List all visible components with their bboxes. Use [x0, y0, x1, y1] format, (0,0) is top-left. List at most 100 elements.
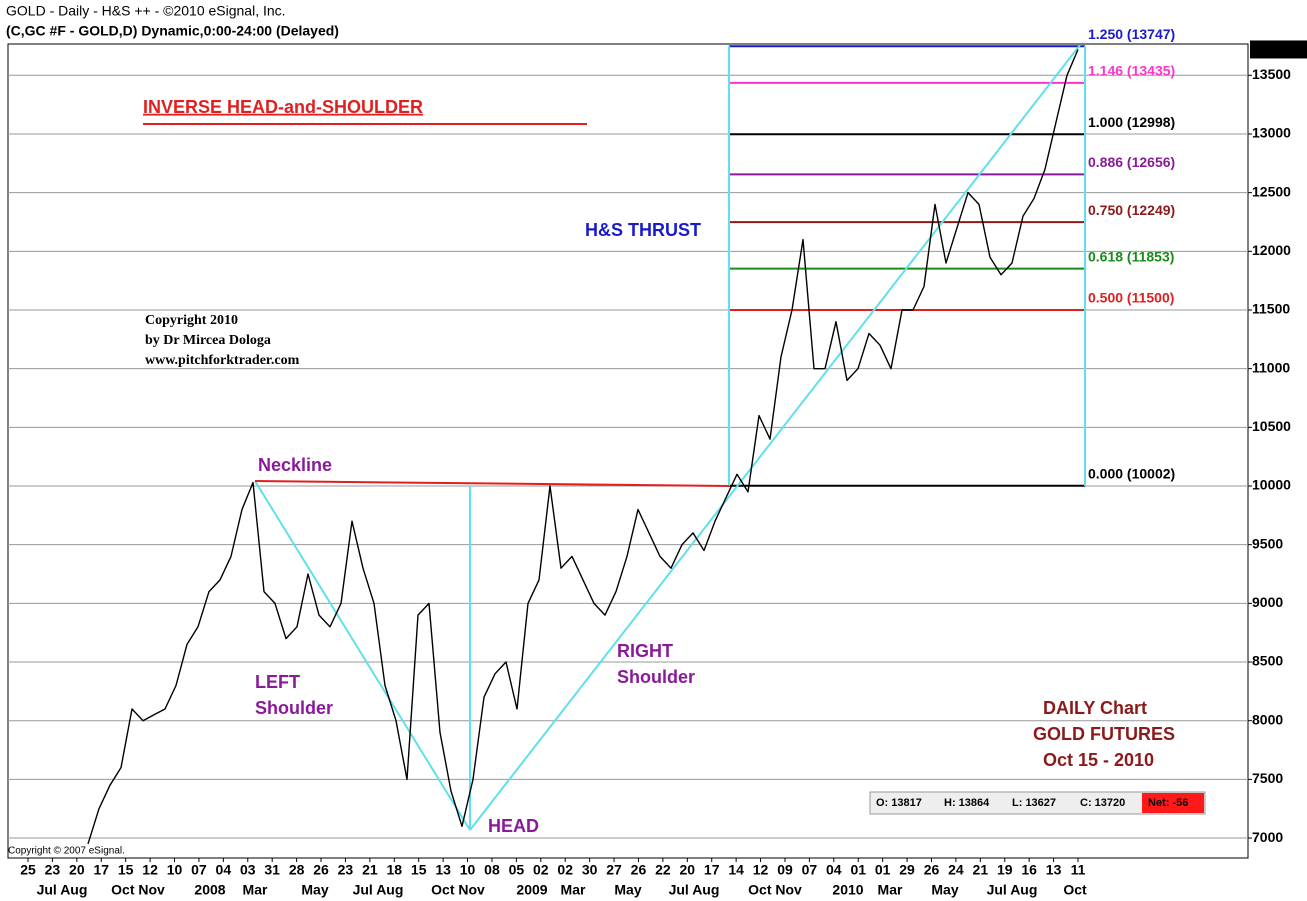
net-box	[1142, 793, 1204, 813]
trendlines	[254, 44, 1086, 831]
neckline	[254, 480, 730, 487]
ohlc: Net: -56	[1148, 797, 1188, 809]
x-tick-label: 26	[313, 862, 329, 878]
y-tick-label: 12500	[1252, 183, 1291, 199]
annotation: Shoulder	[617, 667, 695, 687]
annotation: DAILY Chart	[1043, 698, 1147, 718]
x-tick-label: 01	[875, 862, 891, 878]
x-tick-label: 07	[802, 862, 818, 878]
x-month-label: Jul Aug	[669, 882, 720, 898]
chart-subtitle: (C,GC #F - GOLD,D) Dynamic,0:00-24:00 (D…	[6, 23, 339, 39]
y-tick-label: 8500	[1252, 653, 1283, 669]
x-tick-label: 16	[1021, 862, 1037, 878]
x-tick-label: 17	[704, 862, 720, 878]
fib-label: 0.886 (12656)	[1088, 154, 1175, 170]
y-tick-label: 10500	[1252, 418, 1291, 434]
x-tick-label: 13	[1046, 862, 1062, 878]
x-month-label: Jul Aug	[987, 882, 1038, 898]
x-tick-label: 31	[264, 862, 280, 878]
x-month-label: May	[614, 882, 641, 898]
y-tick-label: 8000	[1252, 711, 1283, 727]
x-tick-label: 30	[582, 862, 598, 878]
x-tick-label: 26	[924, 862, 940, 878]
y-tick-label: 11500	[1252, 301, 1290, 317]
copyright: Copyright 2010	[145, 313, 238, 328]
fib-label: 1.000 (12998)	[1088, 114, 1175, 130]
x-tick-label: 05	[509, 862, 525, 878]
x-month-label: Oct	[1063, 882, 1087, 898]
fib-label: 1.250 (13747)	[1088, 26, 1175, 42]
x-tick-label: 12	[142, 862, 158, 878]
y-tick-label: 7000	[1252, 829, 1283, 845]
x-tick-label: 12	[753, 862, 769, 878]
last-price-label: 13720	[1253, 40, 1292, 56]
x-tick-label: 20	[69, 862, 85, 878]
x-tick-label: 26	[631, 862, 647, 878]
annotation: RIGHT	[617, 641, 673, 661]
price-line	[87, 49, 1079, 845]
x-tick-label: 17	[93, 862, 109, 878]
x-tick-label: 29	[899, 862, 915, 878]
x-month-label: 2009	[516, 882, 547, 898]
annotation: GOLD FUTURES	[1033, 724, 1175, 744]
annotation: HEAD	[488, 816, 539, 836]
x-tick-label: 07	[191, 862, 207, 878]
x-tick-label: 14	[728, 862, 744, 878]
annotation: LEFT	[255, 672, 300, 692]
annotation: H&S THRUST	[585, 220, 701, 240]
ohlc: O: 13817	[876, 797, 922, 809]
x-tick-label: 08	[484, 862, 500, 878]
x-tick-label: 15	[411, 862, 427, 878]
x-tick-label: 15	[118, 862, 134, 878]
source-note: Copyright © 2007 eSignal.	[8, 846, 125, 857]
x-tick-label: 11	[1071, 862, 1086, 878]
fib-label: 0.000 (10002)	[1088, 465, 1175, 481]
annotation: Oct 15 - 2010	[1043, 750, 1154, 770]
copyright: by Dr Mircea Dologa	[145, 333, 271, 348]
annotation: Neckline	[258, 455, 332, 475]
x-tick-label: 04	[216, 862, 232, 878]
right-trend	[469, 44, 1081, 831]
x-month-label: Oct Nov	[111, 882, 165, 898]
chart-title: GOLD - Daily - H&S ++ - ©2010 eSignal, I…	[6, 3, 286, 19]
x-month-label: Jul Aug	[353, 882, 404, 898]
series	[87, 49, 1079, 845]
x-tick-label: 25	[20, 862, 36, 878]
y-tick-label: 9500	[1252, 535, 1283, 551]
x-tick-label: 22	[655, 862, 671, 878]
x-month-label: 2008	[194, 882, 225, 898]
x-month-label: 2010	[832, 882, 863, 898]
x-month-label: May	[931, 882, 958, 898]
y-tick-label: 13000	[1252, 125, 1291, 141]
x-tick-label: 19	[997, 862, 1013, 878]
x-tick-label: 09	[777, 862, 793, 878]
x-month-label: May	[301, 882, 328, 898]
y-tick-label: 7500	[1252, 770, 1283, 786]
fib-label: 1.146 (13435)	[1088, 63, 1175, 79]
plot-frame	[7, 43, 1249, 859]
y-tick-label: 10000	[1252, 477, 1291, 493]
x-tick-label: 13	[435, 862, 451, 878]
x-month-label: Mar	[561, 882, 586, 898]
fib-levels: 1.250 (13747) 1.146 (13435) 1.000 (12998) 0…	[729, 26, 1175, 487]
fib-label: 0.750 (12249)	[1088, 202, 1175, 218]
ohlc-box	[869, 791, 1206, 815]
ohlc: C: 13720	[1080, 797, 1125, 809]
x-tick-label: 21	[362, 862, 378, 878]
x-month-label: Mar	[243, 882, 268, 898]
y-tick-label: 13500	[1252, 66, 1291, 82]
axes: 7000 7500 8000 8500 9000 9500 10000 10500 11000 1…	[20, 40, 1307, 898]
x-tick-label: 02	[557, 862, 573, 878]
x-tick-label: 24	[948, 862, 964, 878]
x-tick-label: 04	[826, 862, 842, 878]
x-tick-label: 02	[533, 862, 549, 878]
ohlc: L: 13627	[1012, 797, 1056, 809]
pattern-title: INVERSE HEAD-and-SHOULDER	[143, 97, 423, 117]
x-tick-label: 27	[606, 862, 622, 878]
x-tick-label: 18	[386, 862, 402, 878]
left-trend	[254, 480, 471, 831]
y-tick-label: 12000	[1252, 242, 1291, 258]
fib-label: 0.618 (11853)	[1088, 248, 1174, 264]
